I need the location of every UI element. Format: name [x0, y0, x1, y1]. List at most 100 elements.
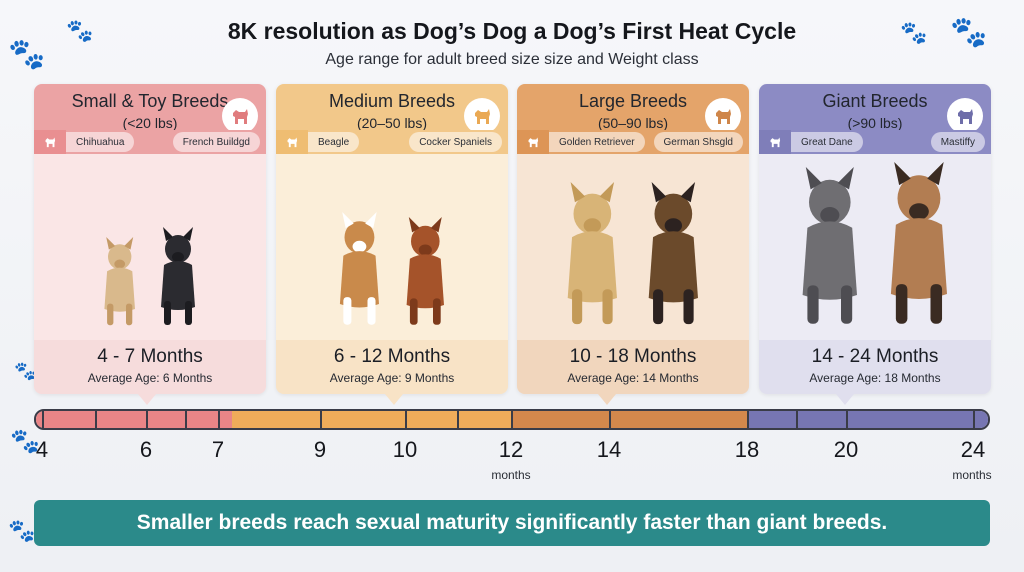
breed-tags: Golden Retriever German Shsgld: [517, 130, 749, 154]
breed-label-left: Great Dane: [791, 132, 863, 152]
breed-card-medium: Medium Breeds (20–50 lbs) Beagle Cocker …: [276, 84, 508, 394]
tick-label: 20: [833, 437, 859, 462]
timeline-unit-label: months: [491, 468, 531, 482]
age-range: 10 - 18 Months: [569, 346, 697, 367]
dog-figure: [155, 227, 201, 332]
card-header: Giant Breeds (>90 lbs): [759, 84, 991, 134]
breed-label-right: Cocker Spaniels: [409, 132, 502, 152]
card-header: Small & Toy Breeds (<20 lbs): [34, 84, 266, 134]
card-pointer: [598, 394, 616, 405]
age-range: 14 - 24 Months: [811, 346, 939, 367]
breed-label-left: Beagle: [308, 132, 360, 152]
breed-card-giant: Giant Breeds (>90 lbs) Great Dane Mastif…: [759, 84, 991, 394]
timeline-tick: [846, 411, 848, 428]
card-pointer: [385, 394, 403, 405]
card-footer: 6 - 12 Months Average Age: 9 Months: [276, 340, 508, 394]
average-age: Average Age: 9 Months: [329, 371, 455, 385]
breed-label-left: Chihuahua: [66, 132, 135, 152]
summary-text: Smaller breeds reach sexual maturity sig…: [136, 511, 888, 534]
dog-illustration: [517, 158, 749, 340]
dog-figure: [99, 237, 140, 332]
breed-label-right: French Buildgd: [172, 132, 260, 152]
breed-label-left: Golden Retriever: [549, 132, 645, 152]
breed-card-small: Small & Toy Breeds (<20 lbs) Chihuahua F…: [34, 84, 266, 394]
age-range: 4 - 7 Months: [97, 346, 203, 367]
card-header: Large Breeds (50–90 lbs): [517, 84, 749, 134]
paw-icon: 🐾: [14, 361, 37, 381]
tick-label: 18: [734, 437, 760, 462]
tick-label: 4: [35, 437, 49, 462]
tick-label: 12: [498, 437, 524, 462]
dog-figure: [793, 167, 867, 332]
breed-label-right: Mastiffy: [930, 132, 985, 152]
breed-card-large: Large Breeds (50–90 lbs) Golden Retrieve…: [517, 84, 749, 394]
dog-figure: [640, 182, 707, 332]
timeline-tick: [95, 411, 97, 428]
average-age: Average Age: 18 Months: [809, 371, 941, 385]
timeline-tick: [796, 411, 798, 428]
paw-icon: 🐾: [10, 428, 40, 455]
timeline-segment-medium: [232, 411, 513, 428]
card-title: Giant Breeds: [822, 91, 928, 111]
card-title: Small & Toy Breeds: [71, 91, 229, 111]
dog-figure: [400, 217, 451, 332]
dog-figure: [881, 162, 957, 332]
timeline-tick: [609, 411, 611, 428]
paw-icon: 🐾: [8, 38, 46, 71]
dog-silhouette-icon: [276, 130, 308, 154]
page-subtitle: Age range for adult breed size size and …: [325, 51, 699, 68]
average-age: Average Age: 14 Months: [567, 371, 699, 385]
paw-icon: 🐾: [8, 518, 36, 543]
timeline-tick: [973, 411, 975, 428]
tick-label: 7: [211, 437, 225, 462]
timeline-segment-small: [36, 411, 233, 428]
average-age: Average Age: 6 Months: [87, 371, 213, 385]
timeline-segment-giant: [747, 411, 988, 428]
card-footer: 4 - 7 Months Average Age: 6 Months: [34, 340, 266, 394]
dog-silhouette-icon: [222, 98, 258, 134]
timeline-unit-label: months: [952, 468, 992, 482]
breed-tags: Chihuahua French Buildgd: [34, 130, 266, 154]
timeline-tick: [405, 411, 407, 428]
card-weight: (20–50 lbs): [356, 115, 428, 131]
card-header: Medium Breeds (20–50 lbs): [276, 84, 508, 134]
summary-banner: Smaller breeds reach sexual maturity sig…: [34, 500, 990, 546]
dog-illustration: [34, 158, 266, 340]
breed-label-right: German Shsgld: [653, 132, 743, 152]
dog-silhouette-icon: [947, 98, 983, 134]
tick-label: 9: [313, 437, 327, 462]
breed-tags: Great Dane Mastiffy: [759, 130, 991, 154]
dog-silhouette-icon: [464, 98, 500, 134]
dog-illustration: [276, 158, 508, 340]
age-timeline-bar: [34, 409, 990, 430]
breed-tags: Beagle Cocker Spaniels: [276, 130, 508, 154]
timeline-tick: [146, 411, 148, 428]
card-footer: 14 - 24 Months Average Age: 18 Months: [759, 340, 991, 394]
timeline-tick: [320, 411, 322, 428]
timeline-tick: [457, 411, 459, 428]
timeline-tick: [42, 411, 44, 428]
card-pointer: [836, 394, 854, 405]
card-title: Large Breeds: [578, 91, 688, 111]
card-pointer: [138, 394, 156, 405]
card-weight: (50–90 lbs): [597, 115, 669, 131]
timeline-tick: [185, 411, 187, 428]
tick-label: 24: [960, 437, 986, 462]
card-weight: (<20 lbs): [122, 115, 178, 131]
dog-silhouette-icon: [759, 130, 791, 154]
tick-label: 14: [596, 437, 622, 462]
dog-figure: [333, 212, 386, 332]
card-footer: 10 - 18 Months Average Age: 14 Months: [517, 340, 749, 394]
tick-label: 6: [139, 437, 153, 462]
card-weight: (>90 lbs): [847, 115, 903, 131]
tick-label: 10: [392, 437, 418, 462]
paw-icon: 🐾: [900, 20, 928, 45]
timeline-tick: [218, 411, 220, 428]
paw-icon: 🐾: [66, 18, 94, 43]
dog-silhouette-icon: [517, 130, 549, 154]
timeline-segment-large: [512, 411, 748, 428]
timeline-tick: [747, 411, 749, 428]
dog-figure: [559, 182, 626, 332]
page-title: 8K resolution as Dog’s Dog a Dog’s First…: [227, 18, 797, 44]
timeline-tick: [511, 411, 513, 428]
